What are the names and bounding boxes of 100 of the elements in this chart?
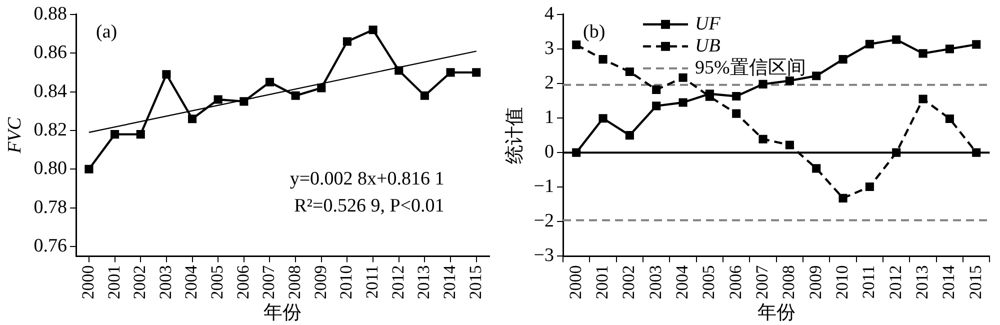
point bbox=[446, 68, 455, 77]
x-axis-title: 年份 bbox=[264, 302, 302, 324]
x-tick-label: 2010 bbox=[336, 265, 356, 300]
y-tick-label: 0.88 bbox=[34, 3, 68, 24]
point bbox=[732, 92, 741, 101]
point bbox=[162, 70, 171, 79]
legend-label: UF bbox=[695, 13, 721, 34]
y-tick-label: −2 bbox=[534, 210, 554, 232]
point bbox=[572, 148, 581, 157]
point bbox=[317, 84, 326, 92]
y-tick-label: 0.76 bbox=[34, 236, 68, 257]
x-tick-label: 2009 bbox=[310, 265, 330, 300]
legend-label: 95%置信区间 bbox=[695, 57, 806, 78]
point bbox=[472, 68, 481, 77]
x-tick-label: 2007 bbox=[752, 264, 772, 300]
x-tick-label: 2003 bbox=[646, 265, 665, 300]
x-tick-label: 2012 bbox=[388, 265, 408, 300]
x-tick-label: 2008 bbox=[779, 265, 798, 300]
point bbox=[625, 131, 634, 140]
point bbox=[838, 194, 848, 202]
point bbox=[678, 98, 688, 107]
y-tick-label: 0 bbox=[544, 142, 554, 163]
point bbox=[972, 40, 981, 49]
x-tick-label: 2009 bbox=[806, 265, 825, 300]
point bbox=[240, 97, 248, 106]
y-axis-title: FVC bbox=[4, 117, 26, 154]
x-tick-label: 2014 bbox=[440, 264, 459, 300]
point bbox=[838, 55, 848, 64]
y-tick-label: −1 bbox=[534, 176, 554, 198]
y-tick-label: 0.80 bbox=[34, 158, 68, 180]
point bbox=[291, 91, 300, 100]
point bbox=[110, 130, 120, 139]
y-tick-label: 0.84 bbox=[34, 80, 68, 102]
x-tick-label: 2014 bbox=[939, 264, 958, 300]
y-tick-label: 0.78 bbox=[34, 196, 68, 218]
point bbox=[598, 114, 608, 123]
y-axis-title: 统计值 bbox=[504, 106, 526, 164]
x-tick-label: 2000 bbox=[566, 265, 585, 300]
point bbox=[812, 72, 821, 80]
y-tick-label: 0.86 bbox=[34, 42, 68, 64]
x-tick-label: 2011 bbox=[362, 265, 382, 299]
point bbox=[918, 49, 928, 58]
point bbox=[265, 78, 274, 86]
point bbox=[342, 37, 352, 46]
point bbox=[865, 182, 874, 192]
x-tick-label: 2008 bbox=[285, 265, 304, 300]
annotation: (b) bbox=[583, 21, 606, 42]
annotation: (a) bbox=[96, 21, 118, 42]
x-tick-label: 2013 bbox=[414, 265, 434, 300]
point bbox=[865, 40, 874, 48]
y-tick-label: 0.82 bbox=[34, 119, 68, 140]
point bbox=[758, 80, 768, 88]
point bbox=[598, 55, 608, 64]
x-tick-label: 2007 bbox=[259, 264, 278, 300]
point bbox=[652, 85, 661, 94]
y-tick-label: 3 bbox=[544, 38, 554, 59]
point bbox=[945, 114, 954, 123]
point bbox=[214, 95, 222, 104]
point bbox=[945, 44, 954, 54]
point bbox=[394, 66, 404, 75]
y-tick-label: 2 bbox=[544, 72, 554, 94]
point bbox=[84, 164, 94, 174]
point bbox=[758, 134, 768, 144]
point bbox=[785, 140, 794, 150]
y-tick-label: −3 bbox=[534, 245, 554, 266]
point bbox=[188, 114, 197, 124]
point bbox=[705, 90, 714, 98]
legend-label: UB bbox=[695, 35, 721, 56]
x-tick-label: 2002 bbox=[130, 265, 150, 300]
point bbox=[812, 164, 821, 173]
x-tick-label: 2005 bbox=[208, 265, 227, 300]
x-tick-label: 2001 bbox=[592, 265, 612, 300]
point bbox=[572, 40, 581, 50]
x-tick-label: 2013 bbox=[912, 265, 932, 300]
point bbox=[652, 102, 661, 110]
point bbox=[136, 130, 145, 139]
x-tick-label: 2015 bbox=[966, 265, 985, 300]
point bbox=[892, 148, 901, 157]
x-tick-label: 2006 bbox=[726, 265, 745, 300]
x-tick-label: 2015 bbox=[466, 265, 485, 300]
y-tick-label: 4 bbox=[544, 3, 555, 24]
x-tick-label: 2004 bbox=[182, 264, 201, 300]
point bbox=[732, 109, 741, 118]
point bbox=[420, 91, 429, 100]
point bbox=[785, 76, 794, 86]
x-tick-label: 2000 bbox=[78, 265, 98, 300]
point bbox=[892, 35, 901, 44]
y-tick-label: 1 bbox=[544, 107, 554, 128]
x-tick-label: 2010 bbox=[832, 265, 852, 300]
annotation: y=0.002 8x+0.816 1 bbox=[290, 168, 444, 190]
x-tick-label: 2006 bbox=[233, 265, 252, 300]
point bbox=[678, 73, 688, 82]
point bbox=[368, 26, 378, 34]
point bbox=[972, 148, 981, 157]
annotation: R²=0.526 9, P<0.01 bbox=[294, 195, 444, 216]
x-tick-label: 2005 bbox=[699, 265, 718, 300]
x-tick-label: 2003 bbox=[156, 265, 175, 300]
x-tick-label: 2012 bbox=[886, 265, 905, 300]
x-tick-label: 2004 bbox=[672, 264, 692, 300]
x-tick-label: 2001 bbox=[104, 265, 124, 300]
